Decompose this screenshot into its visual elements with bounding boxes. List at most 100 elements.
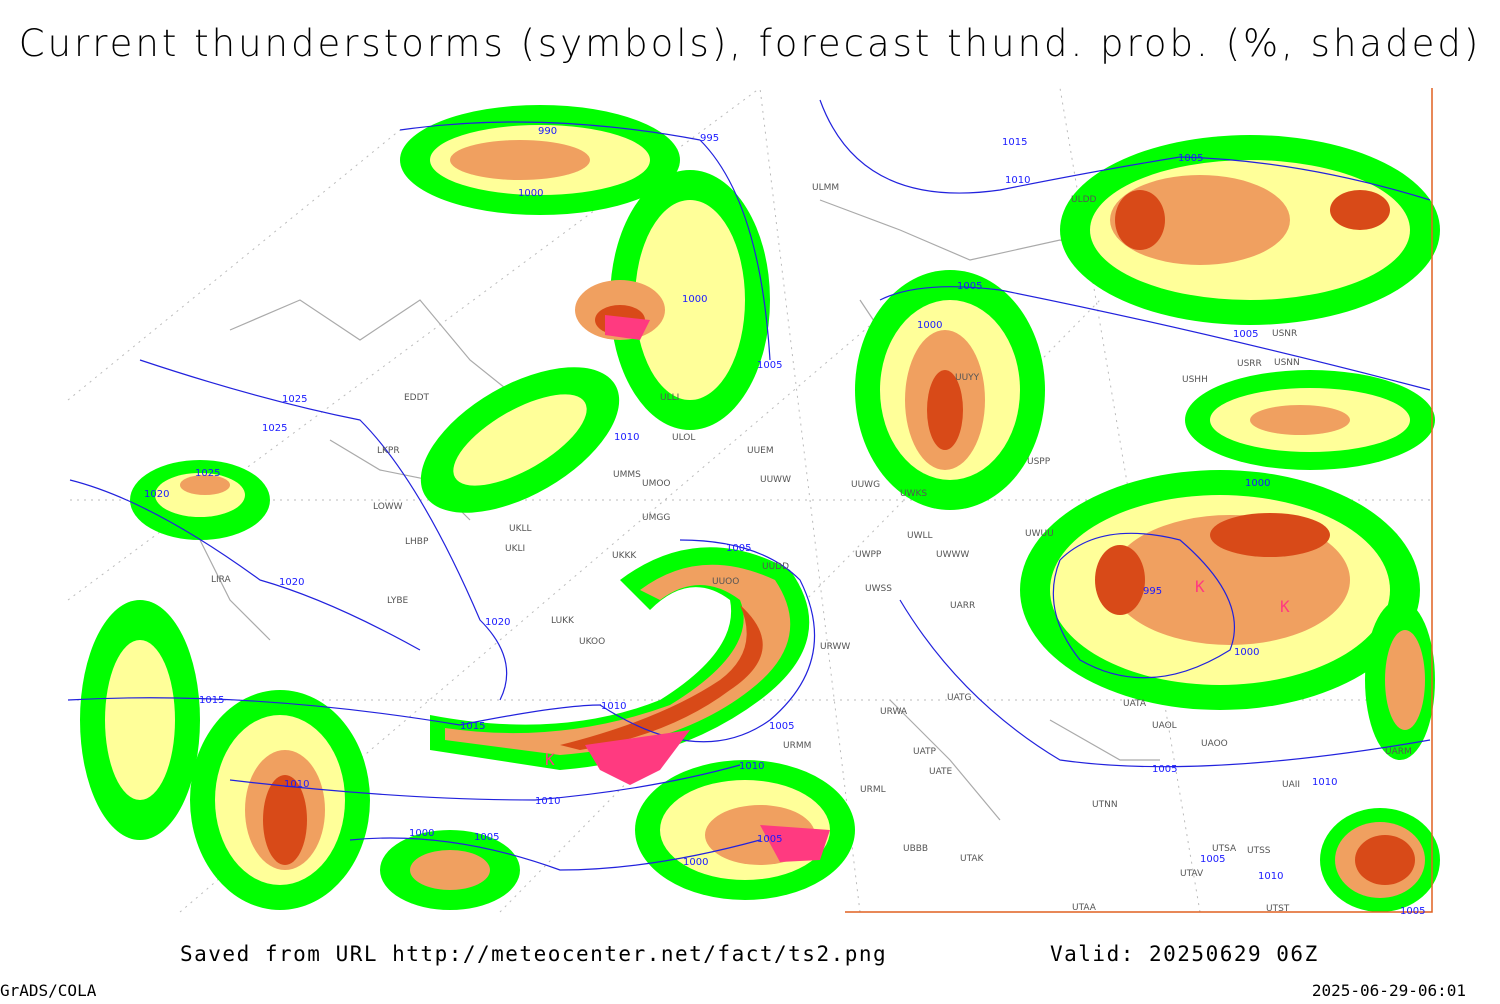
isobar-label: 995	[1143, 586, 1162, 597]
station-code: ULOL	[672, 433, 695, 443]
station-code: LUKK	[551, 616, 575, 626]
station-code: UATA	[1123, 699, 1147, 709]
station-code: LIRA	[211, 575, 232, 585]
station-code: USNR	[1272, 329, 1297, 339]
isobar-label: 1005	[1233, 329, 1258, 340]
isobar-label: 1005	[757, 834, 782, 845]
station-code: UUWW	[760, 475, 791, 485]
source-url: Saved from URL http://meteocenter.net/fa…	[180, 942, 887, 966]
isobar-label: 1000	[1245, 478, 1270, 489]
station-code: UAOL	[1152, 721, 1177, 731]
station-code: UUOO	[712, 577, 739, 587]
station-code: UAII	[1282, 780, 1300, 790]
station-code: URWW	[820, 642, 850, 652]
station-code: LOWW	[373, 502, 403, 512]
isobar-label: 1020	[485, 617, 510, 628]
isobar-label: 1005	[957, 281, 982, 292]
station-code: USHH	[1182, 375, 1208, 385]
station-code: UTSS	[1247, 846, 1271, 856]
title: Current thunderstorms (symbols), forecas…	[19, 22, 1482, 65]
station-code: UUEM	[747, 446, 774, 456]
station-code: UATP	[913, 747, 937, 757]
isobar-label: 1025	[262, 423, 287, 434]
isobar-label: 1015	[1002, 137, 1027, 148]
station-code: UARR	[950, 601, 975, 611]
timestamp: 2025-06-29-06:01	[1312, 981, 1466, 1000]
station-code: UWLL	[907, 531, 933, 541]
station-code: UKLL	[509, 524, 532, 534]
isobar-label: 1000	[682, 294, 707, 305]
isobar-label: 1005	[769, 721, 794, 732]
station-code: UMOO	[642, 479, 671, 489]
station-code: ULDD	[1071, 195, 1097, 205]
isobar-label: 1025	[282, 394, 307, 405]
station-code: UARM	[1385, 747, 1412, 757]
isobars	[67, 99, 1431, 871]
map-labels: 990 995 1000 1000 1005 1015 1010 1005 1005 1000 10…	[144, 126, 1425, 917]
isobar-label: 1010	[535, 796, 560, 807]
station-code: UKLI	[505, 544, 525, 554]
station-code: USRR	[1237, 359, 1262, 369]
isobar-label: 1005	[726, 543, 751, 554]
station-code: USPP	[1027, 457, 1051, 467]
map-area: K K K 990 995 1000 1000 1005 1015 1010 1005 1005 10…	[67, 87, 1440, 917]
isobar-label: 1010	[1312, 777, 1337, 788]
isobar-label: 1020	[144, 489, 169, 500]
station-code: UATE	[929, 767, 953, 777]
station-code: URMM	[783, 741, 811, 751]
station-code: UTNN	[1092, 800, 1118, 810]
isobar-label: 1010	[614, 432, 639, 443]
isobar-label: 1010	[601, 701, 626, 712]
isobar-label: 1000	[683, 857, 708, 868]
isobar-label: 1010	[284, 779, 309, 790]
isobar-label: 1000	[1234, 647, 1259, 658]
software: GrADS/COLA	[0, 981, 97, 1000]
isobar-label: 990	[538, 126, 557, 137]
station-code: UTAV	[1180, 869, 1204, 879]
isobar-label: 1015	[460, 721, 485, 732]
station-code: UKOO	[579, 637, 605, 647]
station-code: EDDT	[404, 393, 430, 403]
valid-time: Valid: 20250629 06Z	[1050, 942, 1319, 966]
station-code: UTAA	[1072, 903, 1097, 913]
station-code: UUYY	[955, 373, 980, 383]
station-code: UATG	[947, 693, 972, 703]
isobar-label: 1005	[757, 360, 782, 371]
isobar-label: 1010	[1258, 871, 1283, 882]
station-code: UBBB	[903, 844, 928, 854]
station-code: UUWG	[851, 480, 880, 490]
isobar-label: 1000	[917, 320, 942, 331]
isobar-label: 1005	[1152, 764, 1177, 775]
station-code: UAOO	[1201, 739, 1228, 749]
isobar-label: 1010	[1005, 175, 1030, 186]
station-code: UTSA	[1212, 844, 1237, 854]
station-code: UWWW	[936, 550, 969, 560]
isobar-label: 1005	[1200, 854, 1225, 865]
svg-text:K: K	[545, 750, 555, 769]
station-code: UKKK	[612, 551, 637, 561]
station-code: LYBE	[387, 596, 408, 606]
station-code: UMMS	[613, 470, 641, 480]
station-code: UWKS	[900, 489, 927, 499]
isobar-label: 1005	[474, 832, 499, 843]
station-code: ULMM	[812, 183, 839, 193]
station-code: URWA	[880, 707, 908, 717]
isobar-label: 1010	[739, 761, 764, 772]
svg-text:K: K	[1195, 577, 1205, 596]
station-code: UWSS	[865, 584, 892, 594]
station-code: UWUU	[1025, 529, 1054, 539]
station-code: UTST	[1266, 904, 1290, 914]
station-code: UWPP	[855, 550, 882, 560]
station-code: UUDD	[762, 562, 789, 572]
station-code: UTAK	[960, 854, 985, 864]
isobar-label: 1000	[518, 188, 543, 199]
map-border	[845, 88, 1433, 913]
svg-text:K: K	[1280, 597, 1290, 616]
isobar-label: 1025	[195, 468, 220, 479]
isobar-label: 1000	[409, 828, 434, 839]
station-code: ULLI	[660, 393, 679, 403]
thunderstorm-symbols: K K K	[545, 315, 1290, 862]
station-code: LHBP	[405, 537, 429, 547]
probability-shading	[80, 105, 1440, 912]
